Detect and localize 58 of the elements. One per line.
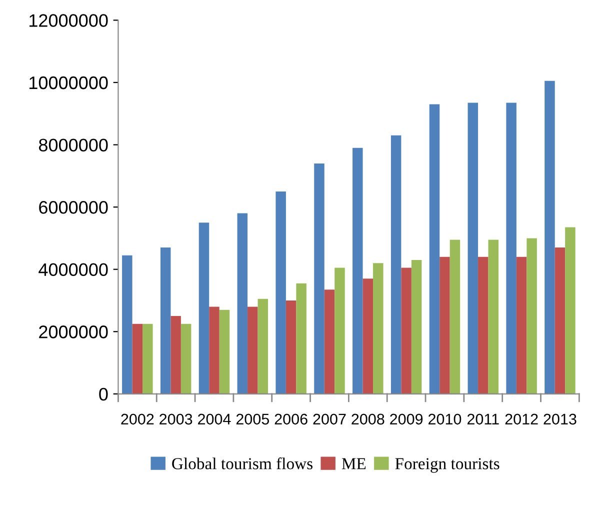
bar [198, 222, 210, 394]
bar [565, 227, 576, 394]
legend-label: ME [342, 458, 366, 470]
x-tick-label: 2005 [236, 414, 270, 425]
x-tick-label: 2011 [467, 414, 499, 425]
bar [450, 240, 460, 394]
bar [411, 260, 422, 394]
bar [122, 255, 132, 394]
bar [160, 248, 171, 394]
bar [296, 283, 306, 394]
x-tick-label: 2003 [160, 414, 192, 425]
bar [170, 316, 181, 394]
bar [526, 238, 537, 394]
x-tick-label: 2004 [198, 414, 231, 425]
bar [276, 191, 286, 394]
x-tick-label: 2008 [352, 414, 384, 425]
y-tick-label: 10000000 [30, 76, 108, 90]
bar [334, 268, 345, 394]
bar [258, 298, 268, 394]
x-tick-label: 2002 [121, 414, 154, 425]
bar [478, 256, 488, 394]
x-tick-label: 2007 [313, 414, 346, 425]
x-tick-label: 2010 [428, 414, 462, 425]
bar [352, 148, 363, 394]
bar [390, 135, 402, 394]
y-tick-label: 2000000 [39, 326, 108, 338]
bar [516, 256, 527, 394]
x-tick-label: 2013 [544, 414, 576, 425]
bar [468, 102, 478, 394]
bar [429, 104, 440, 394]
bar [209, 306, 220, 394]
y-tick-label: 6000000 [39, 200, 108, 214]
bar [237, 213, 248, 394]
x-tick-label: 2009 [390, 414, 423, 425]
bar [180, 324, 192, 394]
bar [132, 324, 143, 394]
bar [219, 310, 230, 394]
bar [142, 324, 153, 394]
bar [506, 102, 516, 394]
x-tick-label: 2012 [505, 414, 538, 425]
y-tick-label: 8000000 [38, 138, 108, 152]
y-tick-label: 0 [99, 388, 108, 401]
bar [401, 268, 412, 394]
x-tick-label: 2006 [274, 414, 308, 425]
bar [440, 256, 450, 394]
y-tick-label: 12000000 [30, 14, 108, 27]
legend-label: Global tourism flows [172, 457, 312, 470]
bar [314, 163, 324, 394]
bar [324, 290, 335, 394]
bar [286, 300, 296, 394]
bar [554, 248, 566, 394]
bar [362, 278, 374, 394]
legend-label: Foreign tourists [395, 458, 500, 473]
bar [488, 240, 499, 394]
bar [248, 306, 258, 394]
bar [544, 80, 555, 394]
y-tick-label: 4000000 [38, 263, 108, 276]
bar [373, 263, 384, 394]
